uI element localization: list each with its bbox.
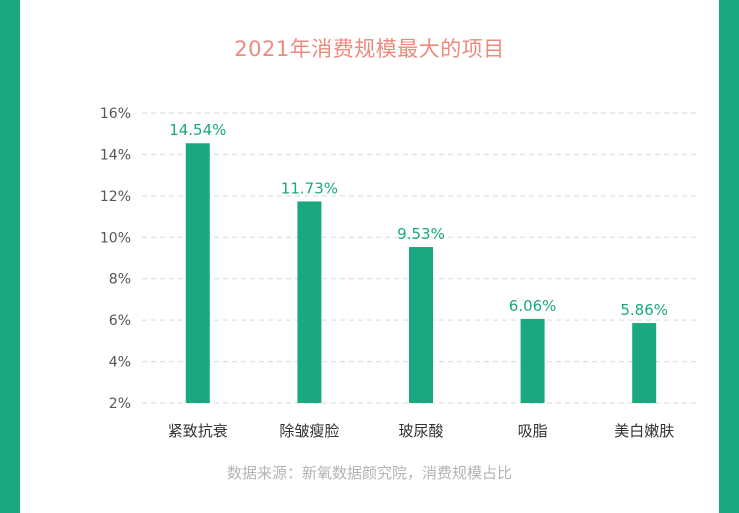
y-tick-label: 16% (100, 106, 131, 122)
x-tick-label: 玻尿酸 (398, 422, 443, 440)
left-border (0, 0, 20, 513)
y-tick-label: 10% (100, 230, 131, 246)
y-tick-label: 14% (100, 147, 131, 163)
x-tick-label: 除皱瘦脸 (279, 422, 339, 440)
data-label: 14.54% (169, 121, 226, 139)
x-tick-label: 吸脂 (518, 422, 548, 440)
bar (297, 201, 322, 403)
data-label: 9.53% (397, 225, 445, 243)
x-tick-label: 美白嫩肤 (614, 422, 674, 440)
y-tick-label: 6% (109, 313, 131, 329)
data-label: 5.86% (620, 301, 668, 319)
chart-title: 2021年消费规模最大的项目 (234, 37, 505, 61)
y-tick-label: 12% (100, 189, 131, 205)
chart-card: 2021年消费规模最大的项目 数据来源：新氧数据颜究院，消费规模占比 (20, 0, 719, 513)
right-border (719, 0, 739, 513)
y-tick-label: 2% (109, 396, 131, 412)
data-label: 6.06% (509, 297, 557, 315)
bar (632, 323, 657, 403)
y-tick-label: 8% (109, 272, 131, 288)
x-tick-label: 紧致抗衰 (168, 422, 228, 440)
source-note: 数据来源：新氧数据颜究院，消费规模占比 (226, 464, 512, 482)
bar (409, 247, 433, 403)
data-label: 11.73% (281, 179, 338, 197)
bar (185, 143, 210, 403)
y-tick-label: 4% (109, 355, 131, 371)
bar (520, 318, 545, 403)
